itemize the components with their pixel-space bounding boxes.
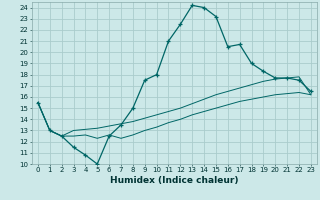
X-axis label: Humidex (Indice chaleur): Humidex (Indice chaleur) <box>110 176 239 185</box>
